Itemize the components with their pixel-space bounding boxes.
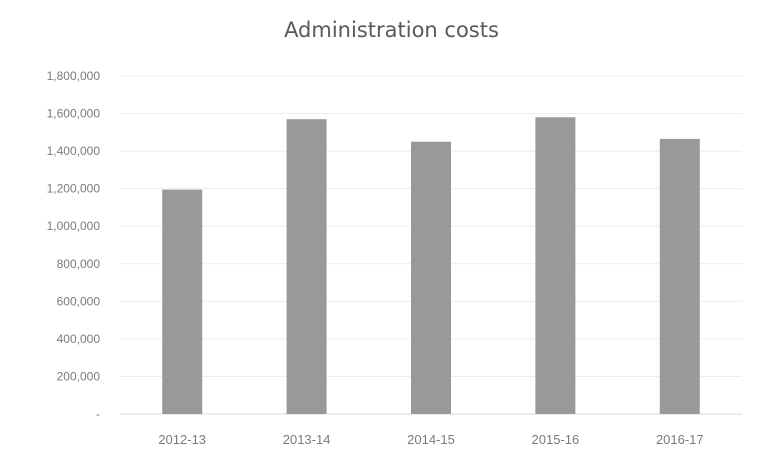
bar-2016-17: [659, 138, 700, 414]
x-tick-label: 2014-15: [407, 432, 455, 447]
bar-2014-15: [411, 141, 451, 414]
y-tick-label: 1,200,000: [47, 182, 101, 196]
y-tick-label: -: [96, 407, 100, 421]
x-tick-label: 2012-13: [158, 432, 206, 447]
y-tick-label: 1,400,000: [47, 144, 101, 158]
chart-title: Administration costs: [284, 18, 499, 42]
y-tick-label: 1,600,000: [47, 107, 101, 121]
bar-2012-13: [162, 189, 203, 414]
y-tick-label: 1,800,000: [47, 69, 101, 83]
bar-2013-14: [286, 119, 327, 414]
x-tick-label: 2016-17: [656, 432, 704, 447]
y-tick-label: 1,000,000: [47, 219, 101, 233]
x-tick-label: 2013-14: [283, 432, 331, 447]
y-tick-label: 800,000: [57, 257, 101, 271]
bar-2015-16: [535, 117, 576, 415]
y-tick-label: 400,000: [57, 332, 101, 346]
y-tick-label: 200,000: [57, 369, 101, 383]
x-tick-label: 2015-16: [532, 432, 580, 447]
y-tick-label: 600,000: [57, 294, 101, 308]
